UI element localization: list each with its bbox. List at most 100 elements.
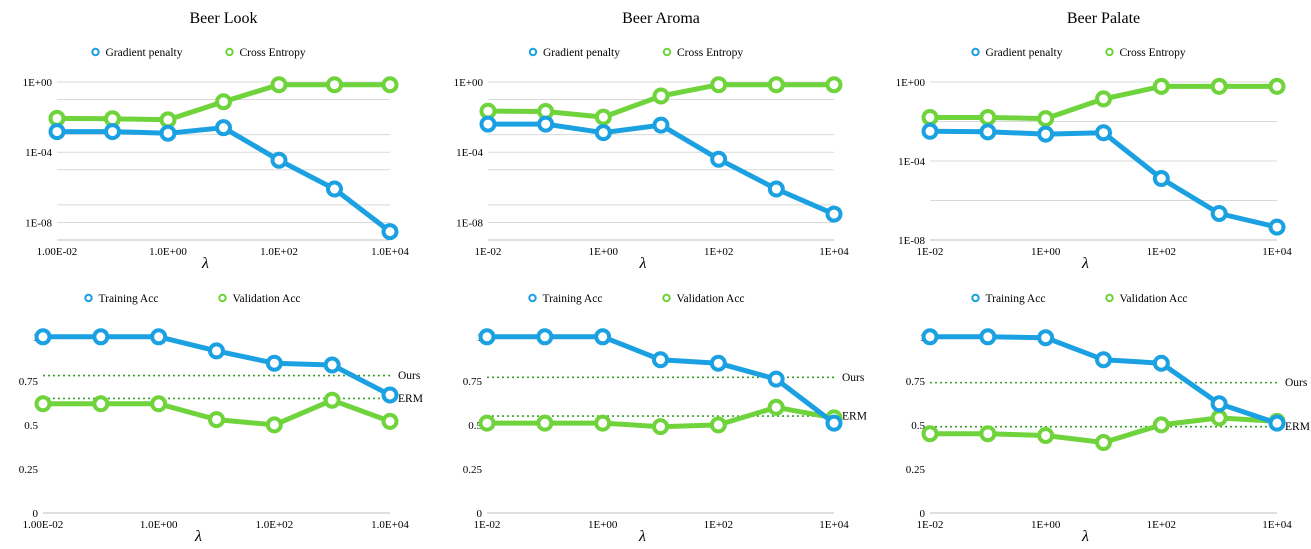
legend-marker xyxy=(971,47,980,57)
legend-marker xyxy=(84,293,93,303)
x-tick-label: 1.0E+04 xyxy=(371,246,409,258)
data-point xyxy=(710,150,728,168)
reference-label: Ours xyxy=(1285,377,1308,389)
reference-label: ERM xyxy=(398,393,423,405)
chart-look-loss: Beer Look Gradient penalty Cross Entropy 1E… xyxy=(23,10,410,272)
data-point xyxy=(478,328,496,346)
data-point xyxy=(594,124,612,142)
data-point xyxy=(323,356,341,374)
y-tick-label: 1E-08 xyxy=(898,235,925,247)
data-point xyxy=(767,180,785,198)
data-point xyxy=(478,414,496,432)
data-point xyxy=(1152,77,1170,95)
legend-marker xyxy=(1105,47,1114,57)
x-tick-label: 1E+02 xyxy=(704,519,733,531)
x-axis-label: λ xyxy=(1081,528,1089,544)
data-point xyxy=(208,342,225,360)
data-point xyxy=(594,108,612,126)
reference-label: ERM xyxy=(1285,421,1310,433)
y-tick-label: 1E+00 xyxy=(23,77,53,89)
data-point xyxy=(825,205,843,223)
x-tick-label: 1.0E+00 xyxy=(149,246,187,258)
data-point xyxy=(265,354,283,372)
data-point xyxy=(825,76,843,94)
y-tick-label: 1E-04 xyxy=(25,147,52,159)
data-point xyxy=(536,414,554,432)
data-point xyxy=(1095,434,1112,452)
x-tick-label: 1E+02 xyxy=(1147,519,1176,531)
data-point xyxy=(92,328,110,346)
data-point xyxy=(1095,351,1112,369)
data-point xyxy=(1152,169,1170,187)
legend-label: Training Acc xyxy=(99,293,159,305)
data-point xyxy=(1095,124,1112,142)
data-point xyxy=(381,223,399,241)
y-tick-label: 0.75 xyxy=(463,376,483,388)
data-point xyxy=(48,123,66,141)
chart-title: Beer Palate xyxy=(1067,10,1140,27)
data-point xyxy=(270,76,288,94)
data-point xyxy=(326,76,343,94)
data-point xyxy=(150,328,168,346)
x-tick-label: 1E+00 xyxy=(1031,519,1061,531)
data-point xyxy=(215,93,232,111)
x-tick-label: 1.00E-02 xyxy=(23,519,64,531)
data-point xyxy=(536,328,554,346)
x-axis-label: λ xyxy=(201,255,209,272)
data-point xyxy=(767,398,785,416)
legend-marker xyxy=(662,293,671,303)
data-point xyxy=(1210,204,1228,222)
y-tick-label: 0 xyxy=(33,508,39,520)
x-axis-label: λ xyxy=(638,528,646,544)
data-point xyxy=(323,391,341,409)
legend-label: Cross Entropy xyxy=(1120,47,1186,59)
data-point xyxy=(1152,416,1170,434)
legend-label: Validation Acc xyxy=(233,293,301,305)
legend-label: Cross Entropy xyxy=(677,47,743,59)
data-point xyxy=(1152,354,1170,372)
data-point xyxy=(921,122,939,140)
y-tick-label: 1E-08 xyxy=(456,217,483,229)
data-point xyxy=(709,416,727,434)
legend-label: Validation Acc xyxy=(1120,293,1188,305)
data-point xyxy=(652,87,670,105)
data-point xyxy=(208,411,225,429)
data-point xyxy=(1037,125,1055,143)
series-line xyxy=(54,125,393,235)
x-axis-label: λ xyxy=(194,528,202,544)
data-point xyxy=(1037,426,1055,444)
data-point xyxy=(1268,218,1286,236)
data-point xyxy=(1210,409,1228,427)
y-tick-label: 0 xyxy=(920,508,926,520)
x-axis-label: λ xyxy=(1081,255,1089,272)
legend-label: Cross Entropy xyxy=(240,47,306,59)
x-tick-label: 1E+04 xyxy=(1262,246,1292,258)
data-point xyxy=(652,351,669,369)
legend-label: Validation Acc xyxy=(677,293,745,305)
data-point xyxy=(1210,395,1228,413)
x-tick-label: 1E+02 xyxy=(704,246,733,258)
x-tick-label: 1.0E+02 xyxy=(255,519,293,531)
data-point xyxy=(92,395,110,413)
y-tick-label: 0.75 xyxy=(19,376,39,388)
chart-palate-loss: Beer Palate Gradient penalty Cross Entropy… xyxy=(896,10,1293,272)
data-point xyxy=(594,414,612,432)
x-axis-label: λ xyxy=(639,255,647,272)
legend-marker xyxy=(662,47,672,57)
data-point xyxy=(1037,110,1055,128)
series-line xyxy=(485,121,837,217)
data-point xyxy=(104,123,121,141)
data-point xyxy=(710,76,728,94)
data-point xyxy=(150,395,168,413)
data-point xyxy=(326,180,343,198)
data-point xyxy=(921,108,939,126)
x-tick-label: 1E+04 xyxy=(1262,519,1292,531)
y-tick-label: 1E-04 xyxy=(898,156,925,168)
data-point xyxy=(979,425,997,443)
data-point xyxy=(921,328,939,346)
legend-marker xyxy=(218,293,227,303)
legend-label: Gradient penalty xyxy=(543,47,620,59)
